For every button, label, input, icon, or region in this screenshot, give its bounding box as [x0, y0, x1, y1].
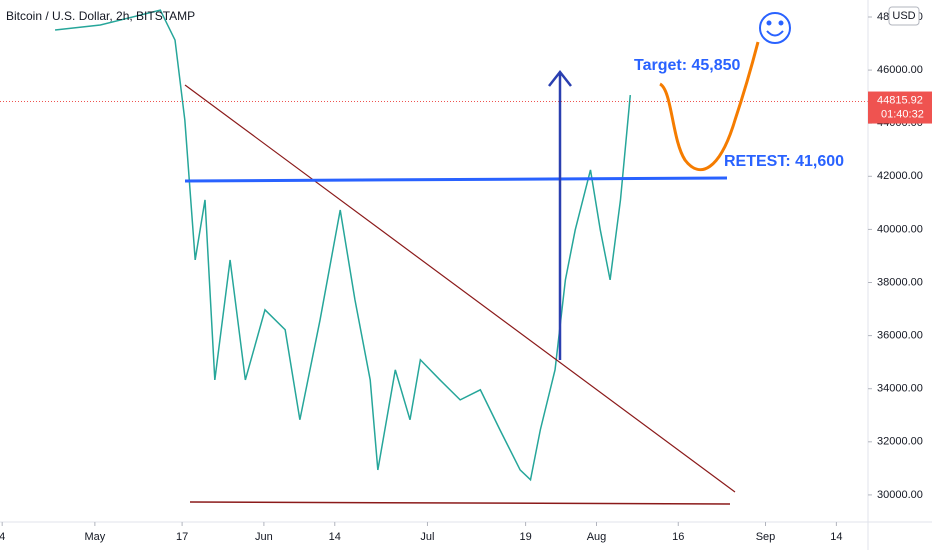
smiley	[759, 12, 791, 44]
trend-line	[184, 84, 736, 493]
projection-curve	[659, 41, 760, 172]
axes: 30000.00 32000.00 34000.00 36000.00 38000.00…	[0, 11, 932, 543]
x-tick-label: May	[84, 531, 105, 543]
support-line	[189, 501, 731, 505]
retest-line	[184, 176, 728, 183]
plot-area	[0, 9, 868, 482]
last-price-box	[868, 91, 932, 124]
annotation: RETEST: 41,600	[724, 153, 844, 170]
x-tick-label: 19	[519, 531, 531, 543]
x-tick-label: 14	[830, 531, 842, 543]
currency: USD	[892, 10, 915, 22]
y-tick-label: 46000.00	[877, 64, 923, 76]
x-tick-label: 4	[0, 531, 5, 543]
annotation: Target: 45,850	[634, 57, 741, 74]
x-tick-label: Jul	[420, 531, 434, 543]
x-tick-label: Sep	[756, 531, 776, 543]
y-tick-label: 40000.00	[877, 223, 923, 235]
x-tick-label: 17	[176, 531, 188, 543]
y-tick-label: 36000.00	[877, 330, 923, 342]
chart-title: Bitcoin / U.S. Dollar, 2h, BITSTAMP	[6, 9, 195, 23]
arrow	[548, 69, 572, 360]
y-tick-label: 32000.00	[877, 436, 923, 448]
currency-badge	[888, 6, 920, 26]
price-line	[54, 9, 632, 482]
x-tick-label: Jun	[255, 531, 273, 543]
countdown: 01:40:32	[881, 108, 924, 120]
x-tick-label: Aug	[587, 531, 607, 543]
y-tick-label: 38000.00	[877, 276, 923, 288]
last-price-label: 44815.92	[877, 94, 923, 106]
x-tick-label: 16	[672, 531, 684, 543]
y-tick-label: 34000.00	[877, 383, 923, 395]
y-tick-label: 30000.00	[877, 489, 923, 501]
x-tick-label: 14	[329, 531, 341, 543]
y-tick-label: 42000.00	[877, 170, 923, 182]
